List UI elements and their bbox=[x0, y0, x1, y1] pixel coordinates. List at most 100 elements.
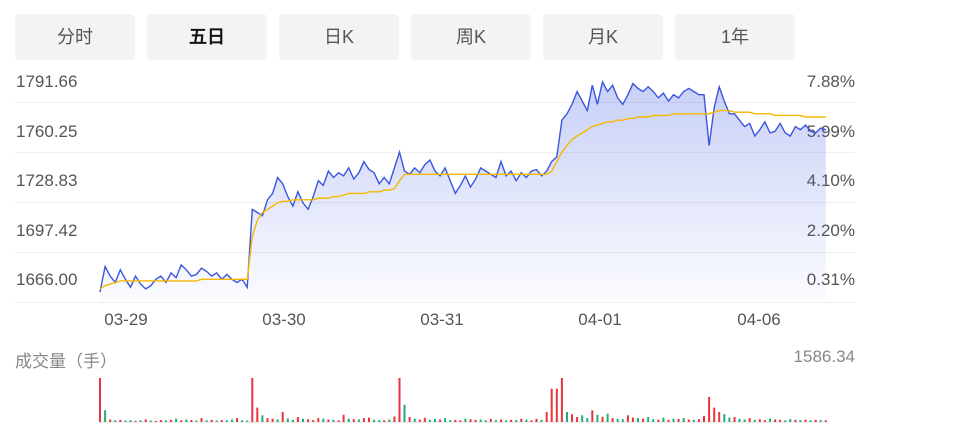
volume-bar bbox=[779, 419, 782, 422]
volume-bar bbox=[626, 415, 629, 422]
volume-bar bbox=[403, 404, 406, 422]
volume-bar bbox=[550, 388, 553, 422]
volume-bar bbox=[692, 419, 695, 422]
volume-bar bbox=[104, 410, 107, 422]
tab-fenshi[interactable]: 分时 bbox=[15, 14, 135, 60]
volume-bar bbox=[439, 419, 442, 422]
volume-bar bbox=[794, 419, 797, 422]
volume-bar bbox=[337, 420, 340, 422]
volume-bar bbox=[225, 420, 228, 422]
volume-bar bbox=[510, 419, 513, 422]
volume-bar bbox=[165, 420, 167, 422]
volume-bar bbox=[205, 420, 208, 422]
volume-bar bbox=[271, 418, 274, 422]
volume-bar bbox=[789, 419, 792, 422]
volume-bar bbox=[200, 418, 203, 422]
volume-bar bbox=[175, 418, 178, 422]
volume-bar bbox=[769, 418, 771, 422]
volume-bar bbox=[159, 420, 162, 422]
volume-bar bbox=[520, 418, 523, 422]
volume-bar bbox=[423, 417, 426, 422]
volume-bar bbox=[525, 419, 528, 422]
volume-bar bbox=[728, 417, 731, 422]
volume-bar bbox=[576, 417, 579, 422]
tab-weekly-k[interactable]: 周K bbox=[411, 14, 531, 60]
volume-bar bbox=[383, 420, 386, 422]
volume-bar bbox=[697, 419, 700, 422]
volume-bar bbox=[418, 419, 421, 422]
volume-bar bbox=[758, 419, 761, 422]
volume-bar bbox=[723, 414, 726, 422]
volume-bar bbox=[357, 419, 360, 422]
volume-bar bbox=[454, 419, 457, 422]
volume-bar bbox=[672, 418, 675, 422]
volume-bar bbox=[774, 419, 777, 422]
volume-bar bbox=[149, 420, 152, 422]
volume-bar bbox=[489, 418, 492, 422]
volume-bar bbox=[804, 419, 807, 422]
volume-bar bbox=[195, 420, 198, 422]
volume-bar bbox=[459, 420, 462, 422]
volume-bar bbox=[373, 419, 376, 422]
volume-bar bbox=[809, 420, 812, 422]
tab-one-year[interactable]: 1年 bbox=[675, 14, 795, 60]
volume-bar bbox=[484, 420, 487, 422]
volume-title: 成交量（手） bbox=[15, 352, 117, 371]
volume-bar bbox=[586, 418, 589, 422]
volume-bar bbox=[190, 420, 193, 422]
x-tick-label: 03-29 bbox=[104, 310, 148, 329]
volume-bar bbox=[621, 419, 624, 422]
volume-bar bbox=[784, 420, 787, 422]
volume-bar bbox=[291, 419, 294, 422]
volume-bar bbox=[479, 419, 482, 422]
average-line bbox=[99, 109, 826, 290]
volume-bar bbox=[560, 378, 563, 422]
volume-bar bbox=[428, 419, 431, 422]
y-tick-label: 1760.25 bbox=[16, 122, 78, 141]
volume-bar bbox=[743, 419, 746, 422]
volume-bar bbox=[302, 418, 304, 422]
volume-bar bbox=[276, 419, 279, 422]
volume-bar bbox=[220, 420, 223, 422]
volume-bar bbox=[662, 417, 665, 422]
volume-bar bbox=[261, 415, 264, 422]
volume-bar bbox=[733, 417, 736, 422]
volume-bar bbox=[555, 388, 558, 422]
volume-bar bbox=[124, 420, 127, 422]
volume-bar bbox=[317, 418, 320, 422]
volume-bar bbox=[748, 418, 751, 422]
volume-bar bbox=[342, 414, 345, 422]
volume-bar bbox=[682, 418, 685, 422]
volume-bar bbox=[647, 417, 650, 422]
volume-bar bbox=[236, 418, 238, 422]
volume-bar bbox=[241, 420, 244, 422]
volume-bar bbox=[601, 416, 604, 422]
volume-bar bbox=[378, 420, 381, 422]
volume-bar bbox=[596, 414, 599, 422]
volume-bar bbox=[368, 417, 370, 422]
volume-bar bbox=[134, 420, 137, 422]
volume-bar bbox=[581, 415, 584, 422]
tab-five-day[interactable]: 五日 bbox=[147, 14, 267, 60]
volume-bar bbox=[464, 418, 467, 422]
volume-bar bbox=[99, 378, 101, 422]
tab-daily-k[interactable]: 日K bbox=[279, 14, 399, 60]
volume-bar bbox=[545, 412, 548, 422]
volume-bar bbox=[434, 418, 436, 422]
volume-max-label: 1586.34 bbox=[793, 347, 855, 366]
volume-bar bbox=[515, 420, 518, 422]
volume-bar bbox=[753, 419, 756, 422]
tab-monthly-k[interactable]: 月K bbox=[543, 14, 663, 60]
volume-bar bbox=[332, 419, 335, 422]
volume-bar bbox=[500, 419, 502, 422]
volume-bar bbox=[352, 419, 355, 422]
volume-bar bbox=[474, 419, 477, 422]
volume-bar bbox=[327, 419, 330, 422]
volume-bar bbox=[139, 420, 142, 422]
volume-bar bbox=[322, 418, 325, 422]
volume-bar bbox=[738, 418, 741, 422]
x-tick-label: 04-01 bbox=[578, 310, 622, 329]
volume-bar bbox=[652, 419, 655, 422]
volume-bar bbox=[215, 420, 218, 422]
